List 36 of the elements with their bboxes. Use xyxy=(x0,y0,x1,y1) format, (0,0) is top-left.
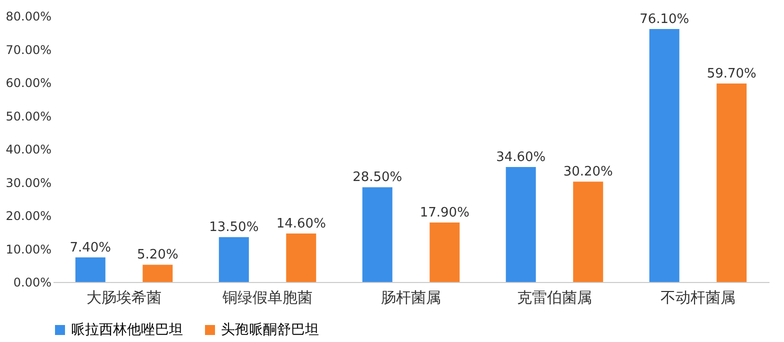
y-tick-label: 40.00% xyxy=(6,142,52,156)
x-tick-label: 不动杆菌属 xyxy=(660,288,736,306)
bar xyxy=(649,28,680,282)
y-tick-label: 30.00% xyxy=(6,176,52,190)
bar xyxy=(142,264,173,282)
data-label: 76.10% xyxy=(640,12,690,27)
data-label: 14.60% xyxy=(276,216,326,232)
bar xyxy=(573,182,604,282)
data-label: 17.90% xyxy=(420,205,470,220)
y-tick-label: 70.00% xyxy=(6,42,52,57)
x-tick-label: 铜绿假单胞菌 xyxy=(222,288,313,306)
data-label: 5.20% xyxy=(137,248,178,263)
y-tick-label: 20.00% xyxy=(6,209,52,223)
data-label: 13.50% xyxy=(209,220,259,236)
bar xyxy=(218,237,249,282)
bar xyxy=(362,187,392,282)
x-tick-label: 大肠埃希菌 xyxy=(86,288,162,306)
data-label: 7.40% xyxy=(70,240,112,256)
data-label: 28.50% xyxy=(352,170,402,186)
legend-label: 头孢哌酮舒巴坦 xyxy=(221,322,319,338)
y-tick-label: 10.00% xyxy=(6,242,52,256)
bar xyxy=(506,166,536,282)
y-tick-label: 80.00% xyxy=(6,10,52,24)
data-label: 59.70% xyxy=(706,66,756,82)
x-tick-label: 克雷伯菌属 xyxy=(516,288,592,306)
y-tick-label: 60.00% xyxy=(6,76,52,90)
y-tick-label: 0.00% xyxy=(13,276,52,290)
bar xyxy=(75,257,106,282)
bar xyxy=(716,83,747,282)
x-tick-label: 肠杆菌属 xyxy=(381,288,441,306)
bar xyxy=(286,233,316,282)
data-label: 34.60% xyxy=(496,150,546,165)
legend-label: 哌拉西林他唑巴坦 xyxy=(71,322,183,338)
bar xyxy=(430,222,460,282)
data-label: 30.20% xyxy=(563,164,613,180)
y-tick-label: 50.00% xyxy=(6,109,52,124)
